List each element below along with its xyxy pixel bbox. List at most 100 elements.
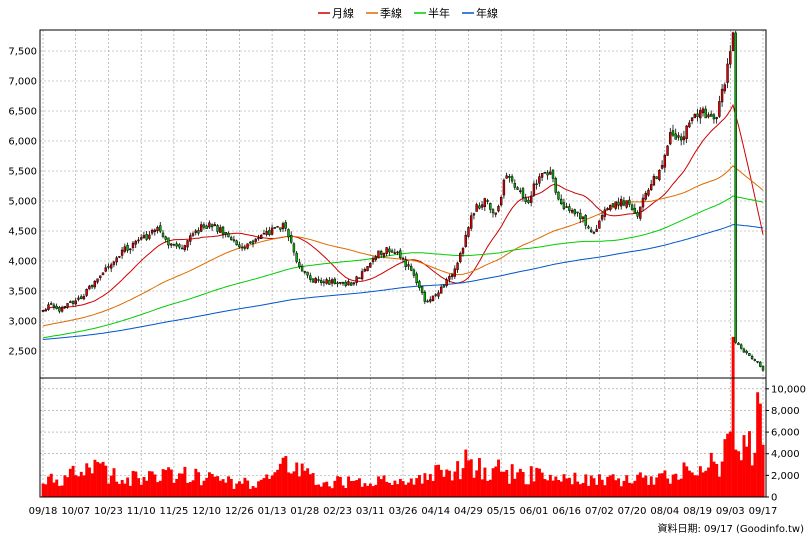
candle	[445, 277, 448, 288]
volume-bar	[153, 474, 157, 497]
volume-bar	[328, 486, 331, 497]
volume-bar	[423, 473, 427, 497]
volume-bar	[431, 480, 435, 497]
volume-grid	[40, 378, 766, 497]
candle	[344, 280, 347, 288]
volume-bar	[685, 466, 689, 497]
volume-bar	[251, 486, 255, 497]
candle-body	[115, 257, 118, 263]
volume-bar	[77, 476, 81, 497]
candle	[671, 124, 675, 137]
candle-body	[191, 233, 195, 236]
candle-body	[439, 286, 443, 294]
volume-bar	[570, 484, 574, 497]
candle	[71, 300, 75, 307]
candle-body	[52, 304, 56, 308]
volume-bar	[240, 483, 244, 497]
candle-body	[707, 114, 710, 118]
date-tick-label: 03/11	[356, 506, 385, 517]
candle-body	[448, 276, 451, 280]
volume-bar	[396, 484, 400, 497]
candle-body	[309, 275, 312, 280]
candle	[442, 284, 446, 288]
candle	[254, 237, 257, 244]
candle	[521, 187, 525, 202]
candle-body	[677, 135, 680, 138]
candle	[360, 268, 364, 281]
candle	[145, 230, 148, 242]
volume-bar	[254, 487, 258, 497]
candle	[382, 252, 386, 259]
volume-bar	[524, 484, 528, 497]
candle-body	[385, 247, 388, 254]
volume-bar	[188, 481, 192, 497]
volume-tick-label: 6,000	[771, 428, 800, 439]
candle	[169, 243, 173, 248]
candle	[246, 243, 249, 250]
candle-body	[554, 178, 557, 193]
volume-tick-label: 8,000	[771, 406, 800, 417]
volume-bar	[704, 470, 708, 497]
candle	[677, 132, 680, 141]
candle-body	[317, 279, 320, 281]
candle	[573, 208, 577, 217]
candle	[69, 300, 72, 303]
volume-bar	[420, 483, 424, 497]
candle-body	[510, 176, 514, 182]
volume-bar	[139, 484, 143, 497]
candle-body	[219, 227, 222, 233]
candle	[126, 242, 129, 253]
candle	[540, 173, 544, 181]
volume-bar	[216, 476, 220, 497]
candle	[379, 249, 383, 258]
candle	[712, 113, 716, 124]
volume-bar	[368, 483, 372, 497]
candle-body	[685, 125, 688, 139]
volume-bar	[344, 487, 348, 497]
candle-body	[82, 296, 86, 300]
volume-bar	[101, 461, 105, 497]
candle-body	[723, 84, 727, 92]
volume-bar	[333, 480, 337, 497]
candle	[131, 241, 135, 252]
volume-bar	[491, 468, 495, 497]
volume-bar	[415, 478, 419, 497]
candle-body	[519, 190, 522, 192]
candle-body	[688, 122, 691, 128]
volume-bar	[74, 475, 78, 497]
candle	[385, 246, 388, 257]
volume-bar	[156, 482, 160, 497]
candle	[543, 171, 547, 174]
candle-body	[107, 266, 110, 268]
candle-body	[489, 203, 492, 210]
volume-bar	[218, 480, 222, 497]
volume-bar	[461, 468, 465, 497]
volume-bar	[641, 477, 645, 497]
candle-body	[592, 232, 596, 234]
volume-bar	[660, 473, 664, 497]
volume-bar	[180, 473, 184, 497]
volume-bar	[325, 481, 329, 497]
candle-body	[756, 360, 759, 363]
candle-body	[349, 282, 353, 286]
candle	[197, 227, 200, 236]
volume-bar	[145, 480, 149, 497]
candle-body	[409, 265, 413, 271]
volume-bar	[55, 479, 59, 497]
volume-bar	[298, 476, 301, 497]
candle-body	[576, 211, 579, 214]
volume-bar	[622, 480, 626, 497]
volume-bar	[96, 461, 100, 497]
candle-body	[300, 265, 304, 272]
candle-body	[90, 284, 94, 288]
candle	[669, 127, 672, 146]
volume-bar	[243, 477, 247, 497]
candle	[494, 212, 497, 218]
candle-body	[734, 32, 737, 343]
candle-body	[671, 130, 675, 136]
candle	[265, 227, 268, 237]
volume-bar	[232, 488, 236, 497]
candle	[592, 230, 596, 235]
volume-tick-label: 0	[771, 493, 777, 504]
candle	[202, 222, 206, 230]
